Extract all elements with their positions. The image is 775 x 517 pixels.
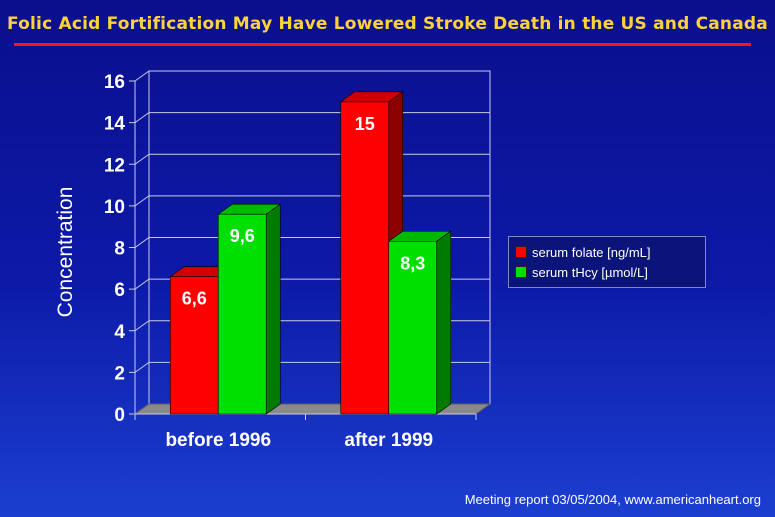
y-tick-label: 0 <box>114 405 125 426</box>
bar-value-label: 15 <box>355 114 375 134</box>
bar-value-label: 9,6 <box>230 226 255 246</box>
bar-value-label: 8,3 <box>400 253 425 273</box>
y-axis-title: Concentration <box>54 187 77 318</box>
y-tick-label: 10 <box>104 197 125 218</box>
title-underline <box>14 43 751 46</box>
y-tick-label: 16 <box>104 72 125 93</box>
source-footer: Meeting report 03/05/2004, www.americanh… <box>464 492 761 507</box>
chart-legend: serum folate [ng/mL] serum tHcy [µmol/L] <box>508 236 706 288</box>
gridline <box>134 153 490 165</box>
x-tick-label: before 1996 <box>165 430 271 451</box>
bar-side <box>265 203 281 415</box>
legend-swatch-folate <box>515 246 527 258</box>
y-tick-label: 4 <box>114 322 125 343</box>
y-tick-label: 8 <box>114 239 125 260</box>
legend-item-thcy: serum tHcy [µmol/L] <box>515 263 648 281</box>
y-tick-label: 14 <box>104 114 126 135</box>
bar-front <box>340 101 390 415</box>
x-tick-label: after 1999 <box>344 430 433 451</box>
side-wall-top-edge <box>134 70 150 82</box>
legend-label-folate: serum folate [ng/mL] <box>532 244 651 260</box>
gridline <box>134 195 490 207</box>
bar-side <box>436 230 452 415</box>
y-tick-label: 2 <box>114 363 125 384</box>
legend-item-folate: serum folate [ng/mL] <box>515 243 651 261</box>
legend-swatch-thcy <box>515 266 527 278</box>
title-bar: Folic Acid Fortification May Have Lowere… <box>0 0 775 46</box>
y-tick-label: 6 <box>114 280 125 301</box>
chart-title: Folic Acid Fortification May Have Lowere… <box>7 14 768 34</box>
y-tick-label: 12 <box>104 155 125 176</box>
bar-value-label: 6,6 <box>182 289 207 309</box>
legend-label-thcy: serum tHcy [µmol/L] <box>532 264 648 280</box>
gridline <box>134 112 490 124</box>
